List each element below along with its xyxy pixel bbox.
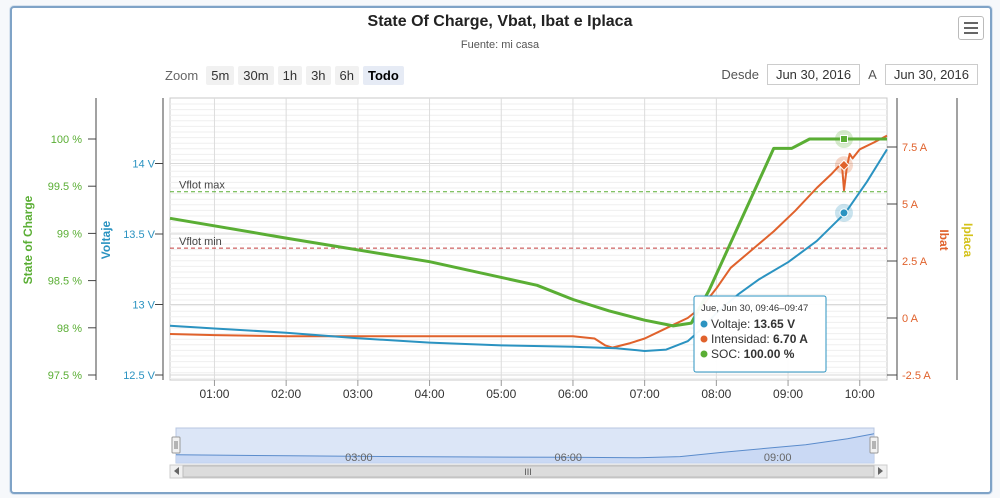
scrollbar-grip: III <box>524 467 532 477</box>
tooltip-header: Jue, Jun 30, 09:46–09:47 <box>701 303 808 314</box>
ibat-tick-label: 2.5 A <box>902 256 928 268</box>
x-tick-label: 07:00 <box>630 387 660 401</box>
scroll-left-arrow-icon[interactable] <box>174 467 179 475</box>
soc-tick-label: 97.5 % <box>48 370 82 382</box>
zoom-3h-button[interactable]: 3h <box>306 66 331 85</box>
date-range: Desde Jun 30, 2016 A Jun 30, 2016 <box>721 64 978 85</box>
scrollbar-thumb[interactable] <box>182 465 875 478</box>
soc-tick-label: 99 % <box>57 228 82 240</box>
voltaje-tick-label: 13 V <box>132 300 155 312</box>
tooltip-row: Intensidad: 6.70 A <box>711 332 808 346</box>
plot-line-label: Vflot max <box>179 180 225 192</box>
x-tick-label: 01:00 <box>199 387 229 401</box>
soc-hover-marker <box>839 135 848 143</box>
plot-line-label: Vflot min <box>179 236 222 248</box>
zoom-6h-button[interactable]: 6h <box>334 66 359 85</box>
navigator-left-handle[interactable] <box>171 436 181 454</box>
soc-tick-label: 99.5 % <box>48 181 82 193</box>
tooltip-box <box>693 295 827 373</box>
chart-subtitle: Fuente: mi casa <box>460 39 540 51</box>
voltaje-hover-marker <box>839 208 849 218</box>
ibat-tick-label: -2.5 A <box>902 370 931 382</box>
intensidad-hover-marker <box>838 159 850 171</box>
navigator-label: 03:00 <box>345 452 373 464</box>
x-tick-label: 05:00 <box>486 387 516 401</box>
ibat-tick-label: 5 A <box>902 199 919 211</box>
tooltip-row: Voltaje: 13.65 V <box>711 317 795 331</box>
series-line-voltaje <box>169 148 888 352</box>
tooltip-bullet-icon <box>700 350 708 358</box>
x-tick-label: 09:00 <box>773 387 803 401</box>
zoom-1h-button[interactable]: 1h <box>277 66 303 85</box>
chart-title: State Of Charge, Vbat, Ibat e Iplaca <box>367 13 633 30</box>
ibat-axis-title: Ibat <box>937 229 951 250</box>
zoom-label: Zoom <box>165 68 199 83</box>
navigator-label: 09:00 <box>764 452 792 464</box>
zoom-5m-button[interactable]: 5m <box>206 66 235 85</box>
voltaje-tick-label: 12.5 V <box>123 370 155 382</box>
voltaje-tick-label: 13.5 V <box>123 229 155 241</box>
ibat-tick-label: 0 A <box>902 313 919 325</box>
x-tick-label: 02:00 <box>271 387 301 401</box>
tooltip-row: SOC: 100.00 % <box>711 347 795 361</box>
chart-menu-button[interactable] <box>958 16 984 40</box>
zoom-bar: Zoom 5m 30m 1h 3h 6h Todo <box>165 66 404 85</box>
range-to-input[interactable]: Jun 30, 2016 <box>884 64 978 85</box>
ibat-tick-label: 7.5 A <box>902 142 928 154</box>
x-tick-label: 08:00 <box>701 387 731 401</box>
voltaje-axis-title: Voltaje <box>99 220 113 259</box>
series-line-soc <box>169 137 887 328</box>
tooltip-bullet-icon <box>700 320 708 328</box>
x-tick-label: 04:00 <box>415 387 445 401</box>
soc-axis-title: State of Charge <box>21 195 35 284</box>
soc-tick-label: 100 % <box>51 134 82 146</box>
soc-tick-label: 98.5 % <box>48 276 82 288</box>
zoom-30m-button[interactable]: 30m <box>238 66 274 85</box>
range-from-label: Desde <box>721 67 759 82</box>
navigator-series-line <box>175 433 875 459</box>
scroll-right-arrow-icon[interactable] <box>878 467 883 475</box>
tooltip-bullet-icon <box>700 335 708 343</box>
voltaje-tick-label: 14 V <box>132 159 155 171</box>
range-from-input[interactable]: Jun 30, 2016 <box>766 64 861 85</box>
navigator-right-handle[interactable] <box>869 436 879 454</box>
x-tick-label: 10:00 <box>845 387 875 401</box>
x-tick-label: 06:00 <box>558 387 588 401</box>
zoom-all-button[interactable]: Todo <box>363 66 404 85</box>
range-to-label: A <box>868 67 877 82</box>
navigator-fill <box>176 433 874 463</box>
soc-tick-label: 98 % <box>57 323 82 335</box>
menu-icon <box>964 22 978 24</box>
iplaca-axis-title: Iplaca <box>961 223 975 257</box>
navigator-label: 06:00 <box>555 452 583 464</box>
x-tick-label: 03:00 <box>343 387 373 401</box>
